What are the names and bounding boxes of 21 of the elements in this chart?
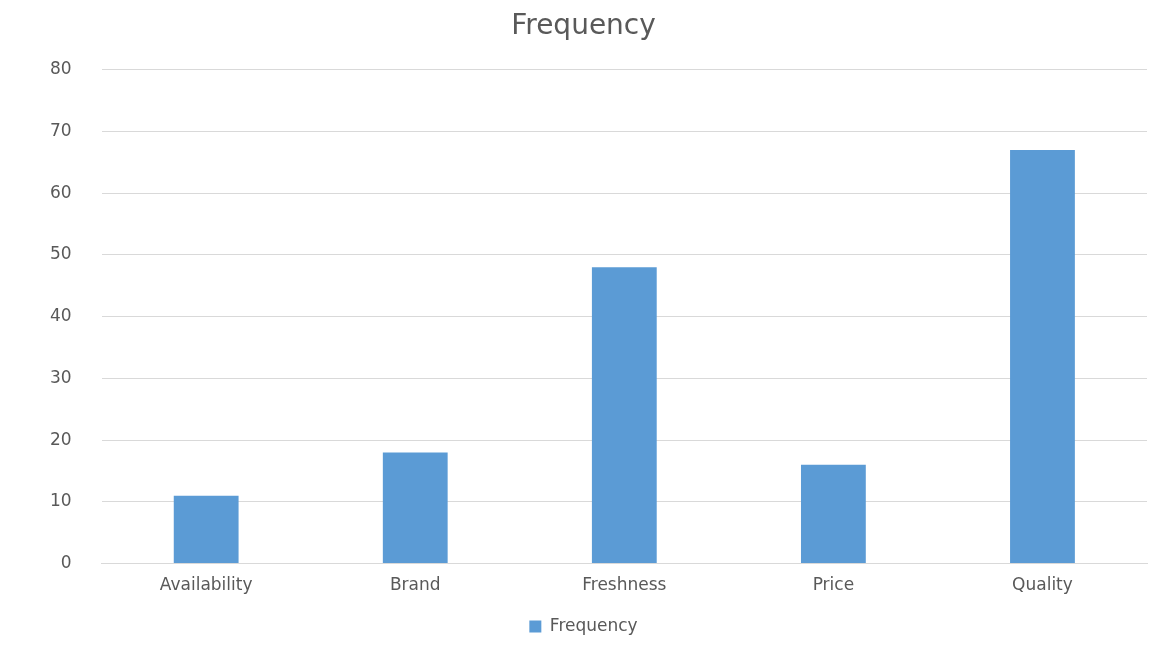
x-tick-label: Quality xyxy=(1012,574,1073,595)
y-tick-label: 0 xyxy=(60,552,72,573)
x-tick-label: Freshness xyxy=(582,574,667,595)
y-tick-label: 50 xyxy=(49,243,72,264)
x-tick-label: Price xyxy=(812,574,855,595)
y-tick-label: 40 xyxy=(49,305,72,326)
y-tick-label: 20 xyxy=(49,428,72,449)
bar xyxy=(382,452,448,564)
bar xyxy=(800,464,866,564)
bar xyxy=(1010,149,1075,564)
y-tick-label: 70 xyxy=(49,119,72,140)
y-tick-label: 60 xyxy=(49,181,72,202)
y-tick-label: 80 xyxy=(49,58,72,79)
y-tick-label: 30 xyxy=(49,366,72,387)
y-tick-label: 10 xyxy=(49,490,72,511)
legend-label: Frequency xyxy=(549,614,638,635)
x-tick-label: Brand xyxy=(389,574,441,595)
bar xyxy=(591,267,657,564)
bar xyxy=(173,495,239,564)
chart-title: Frequency xyxy=(511,8,656,42)
x-tick-label: Availability xyxy=(159,574,253,595)
